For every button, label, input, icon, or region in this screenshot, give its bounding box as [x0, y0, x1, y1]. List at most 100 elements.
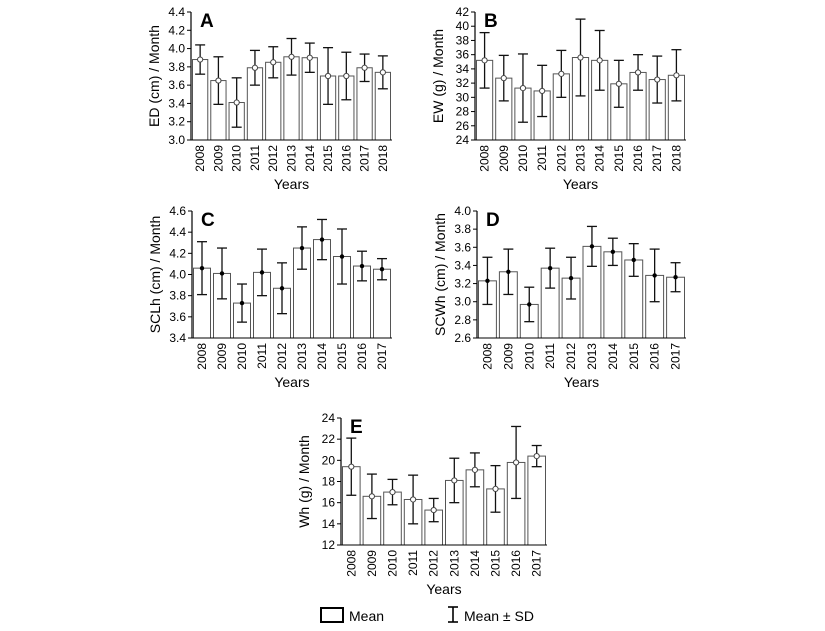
y-tick-label: 14 — [322, 517, 336, 531]
mean-point — [359, 263, 365, 269]
x-tick-label: 2016 — [339, 145, 353, 172]
panel-c: 2008 2009 2010 2011 2012 2013 2014 2015 2016 2017… — [147, 204, 392, 390]
y-tick-label: 3.6 — [169, 310, 186, 324]
x-tick-label: 2018 — [376, 145, 390, 172]
x-tick-label: 2012 — [266, 145, 280, 172]
panels: 2008 2009 2010 2011 2012 2013 2014 2015 2016 2017… — [146, 5, 686, 597]
y-tick-label: 3.2 — [454, 277, 471, 291]
y-axis-label: SCWh (cm) / Month — [432, 213, 448, 336]
mean-point — [673, 275, 678, 280]
x-tick-label: 2010 — [235, 343, 249, 370]
x-tick-label: 2012 — [564, 343, 578, 370]
mean-point — [215, 77, 222, 84]
y-tick-label: 28 — [456, 105, 470, 119]
mean-point — [673, 72, 680, 79]
x-tick-label: 2015 — [321, 145, 335, 172]
panel-letter: D — [486, 210, 500, 231]
x-axis-label: Years — [563, 176, 598, 192]
mean-point — [319, 237, 325, 242]
x-tick-label: 2011 — [406, 550, 420, 576]
y-tick-label: 3.4 — [454, 258, 471, 272]
mean-point — [506, 269, 511, 274]
bar — [527, 455, 547, 546]
x-tick-label: 2012 — [427, 550, 441, 577]
x-tick-label: 2015 — [489, 550, 503, 577]
y-tick-label: 3.8 — [168, 60, 185, 74]
y-tick-label: 4.4 — [169, 225, 186, 239]
legend-sd-swatch — [448, 606, 458, 623]
x-axis-label: Years — [564, 374, 599, 390]
panel-d: 2008 2009 2010 2011 2012 2013 2014 2015 2016 2017… — [432, 204, 686, 390]
mean-point — [471, 466, 478, 473]
mean-point — [596, 57, 603, 64]
mean-point — [589, 244, 595, 249]
mean-point — [219, 271, 225, 276]
mean-point — [389, 488, 396, 496]
x-tick-label: 2017 — [530, 550, 544, 577]
mean-point — [343, 72, 350, 80]
mean-point — [339, 254, 345, 259]
x-tick-label: 2009 — [365, 550, 379, 577]
y-tick-label: 24 — [456, 133, 470, 147]
mean-point — [631, 257, 636, 263]
x-tick-label: 2014 — [593, 145, 607, 172]
mean-point — [492, 485, 499, 493]
mean-point — [513, 459, 520, 466]
mean-point — [568, 275, 574, 281]
x-tick-label: 2014 — [315, 343, 329, 370]
x-tick-label: 2010 — [516, 145, 530, 172]
x-tick-label: 2016 — [631, 145, 645, 172]
x-tick-label: 2008 — [344, 550, 358, 577]
y-tick-label: 4.2 — [168, 23, 185, 37]
x-tick-label: 2014 — [606, 343, 620, 370]
mean-point — [451, 477, 458, 484]
y-tick-label: 16 — [322, 496, 336, 510]
y-tick-label: 38 — [456, 33, 470, 47]
y-tick-label: 3.8 — [169, 289, 186, 303]
mean-point — [577, 54, 584, 61]
y-tick-label: 20 — [322, 453, 336, 467]
x-tick-label: 2014 — [468, 550, 482, 577]
mean-point — [527, 302, 532, 307]
x-tick-label: 2012 — [554, 145, 568, 172]
y-tick-label: 3.0 — [168, 133, 185, 147]
mean-point — [270, 59, 277, 66]
mean-point — [259, 270, 265, 275]
panel-letter: E — [350, 417, 363, 438]
mean-point — [430, 506, 437, 514]
y-tick-label: 30 — [456, 90, 470, 104]
x-tick-label: 2017 — [358, 145, 372, 172]
x-tick-label: 2013 — [295, 343, 309, 370]
mean-point — [239, 300, 245, 306]
x-tick-label: 2011 — [255, 343, 269, 369]
y-tick-label: 36 — [456, 48, 470, 62]
y-tick-label: 4.0 — [168, 42, 185, 56]
mean-point — [558, 70, 565, 77]
legend-mean-label: Mean — [349, 608, 384, 624]
x-tick-label: 2010 — [230, 145, 244, 172]
y-tick-label: 3.4 — [169, 331, 186, 345]
y-tick-label: 32 — [456, 76, 470, 90]
x-tick-label: 2011 — [535, 145, 549, 171]
x-tick-label: 2014 — [303, 145, 317, 172]
y-tick-label: 24 — [322, 411, 336, 425]
x-axis-label: Years — [274, 176, 309, 192]
x-tick-label: 2013 — [285, 145, 299, 172]
panel-b: 2008 2009 2010 2011 2012 2013 2014 2015 2016 2017… — [430, 5, 686, 192]
y-tick-label: 2.6 — [454, 331, 471, 345]
y-tick-label: 3.6 — [168, 78, 185, 92]
y-tick-label: 4.4 — [168, 5, 185, 19]
mean-point — [368, 493, 375, 500]
mean-point — [485, 278, 490, 284]
mean-point — [615, 80, 622, 87]
x-tick-label: 2009 — [215, 343, 229, 370]
x-tick-label: 2010 — [386, 550, 400, 577]
mean-point — [610, 249, 616, 255]
x-tick-label: 2009 — [211, 145, 225, 172]
y-axis-label: Wh (g) / Month — [296, 435, 312, 528]
y-tick-label: 3.6 — [454, 240, 471, 254]
mean-point — [519, 84, 527, 92]
y-axis-label: ED (cm) / Month — [146, 25, 162, 127]
x-tick-label: 2009 — [501, 343, 515, 370]
x-tick-label: 2016 — [648, 343, 662, 370]
